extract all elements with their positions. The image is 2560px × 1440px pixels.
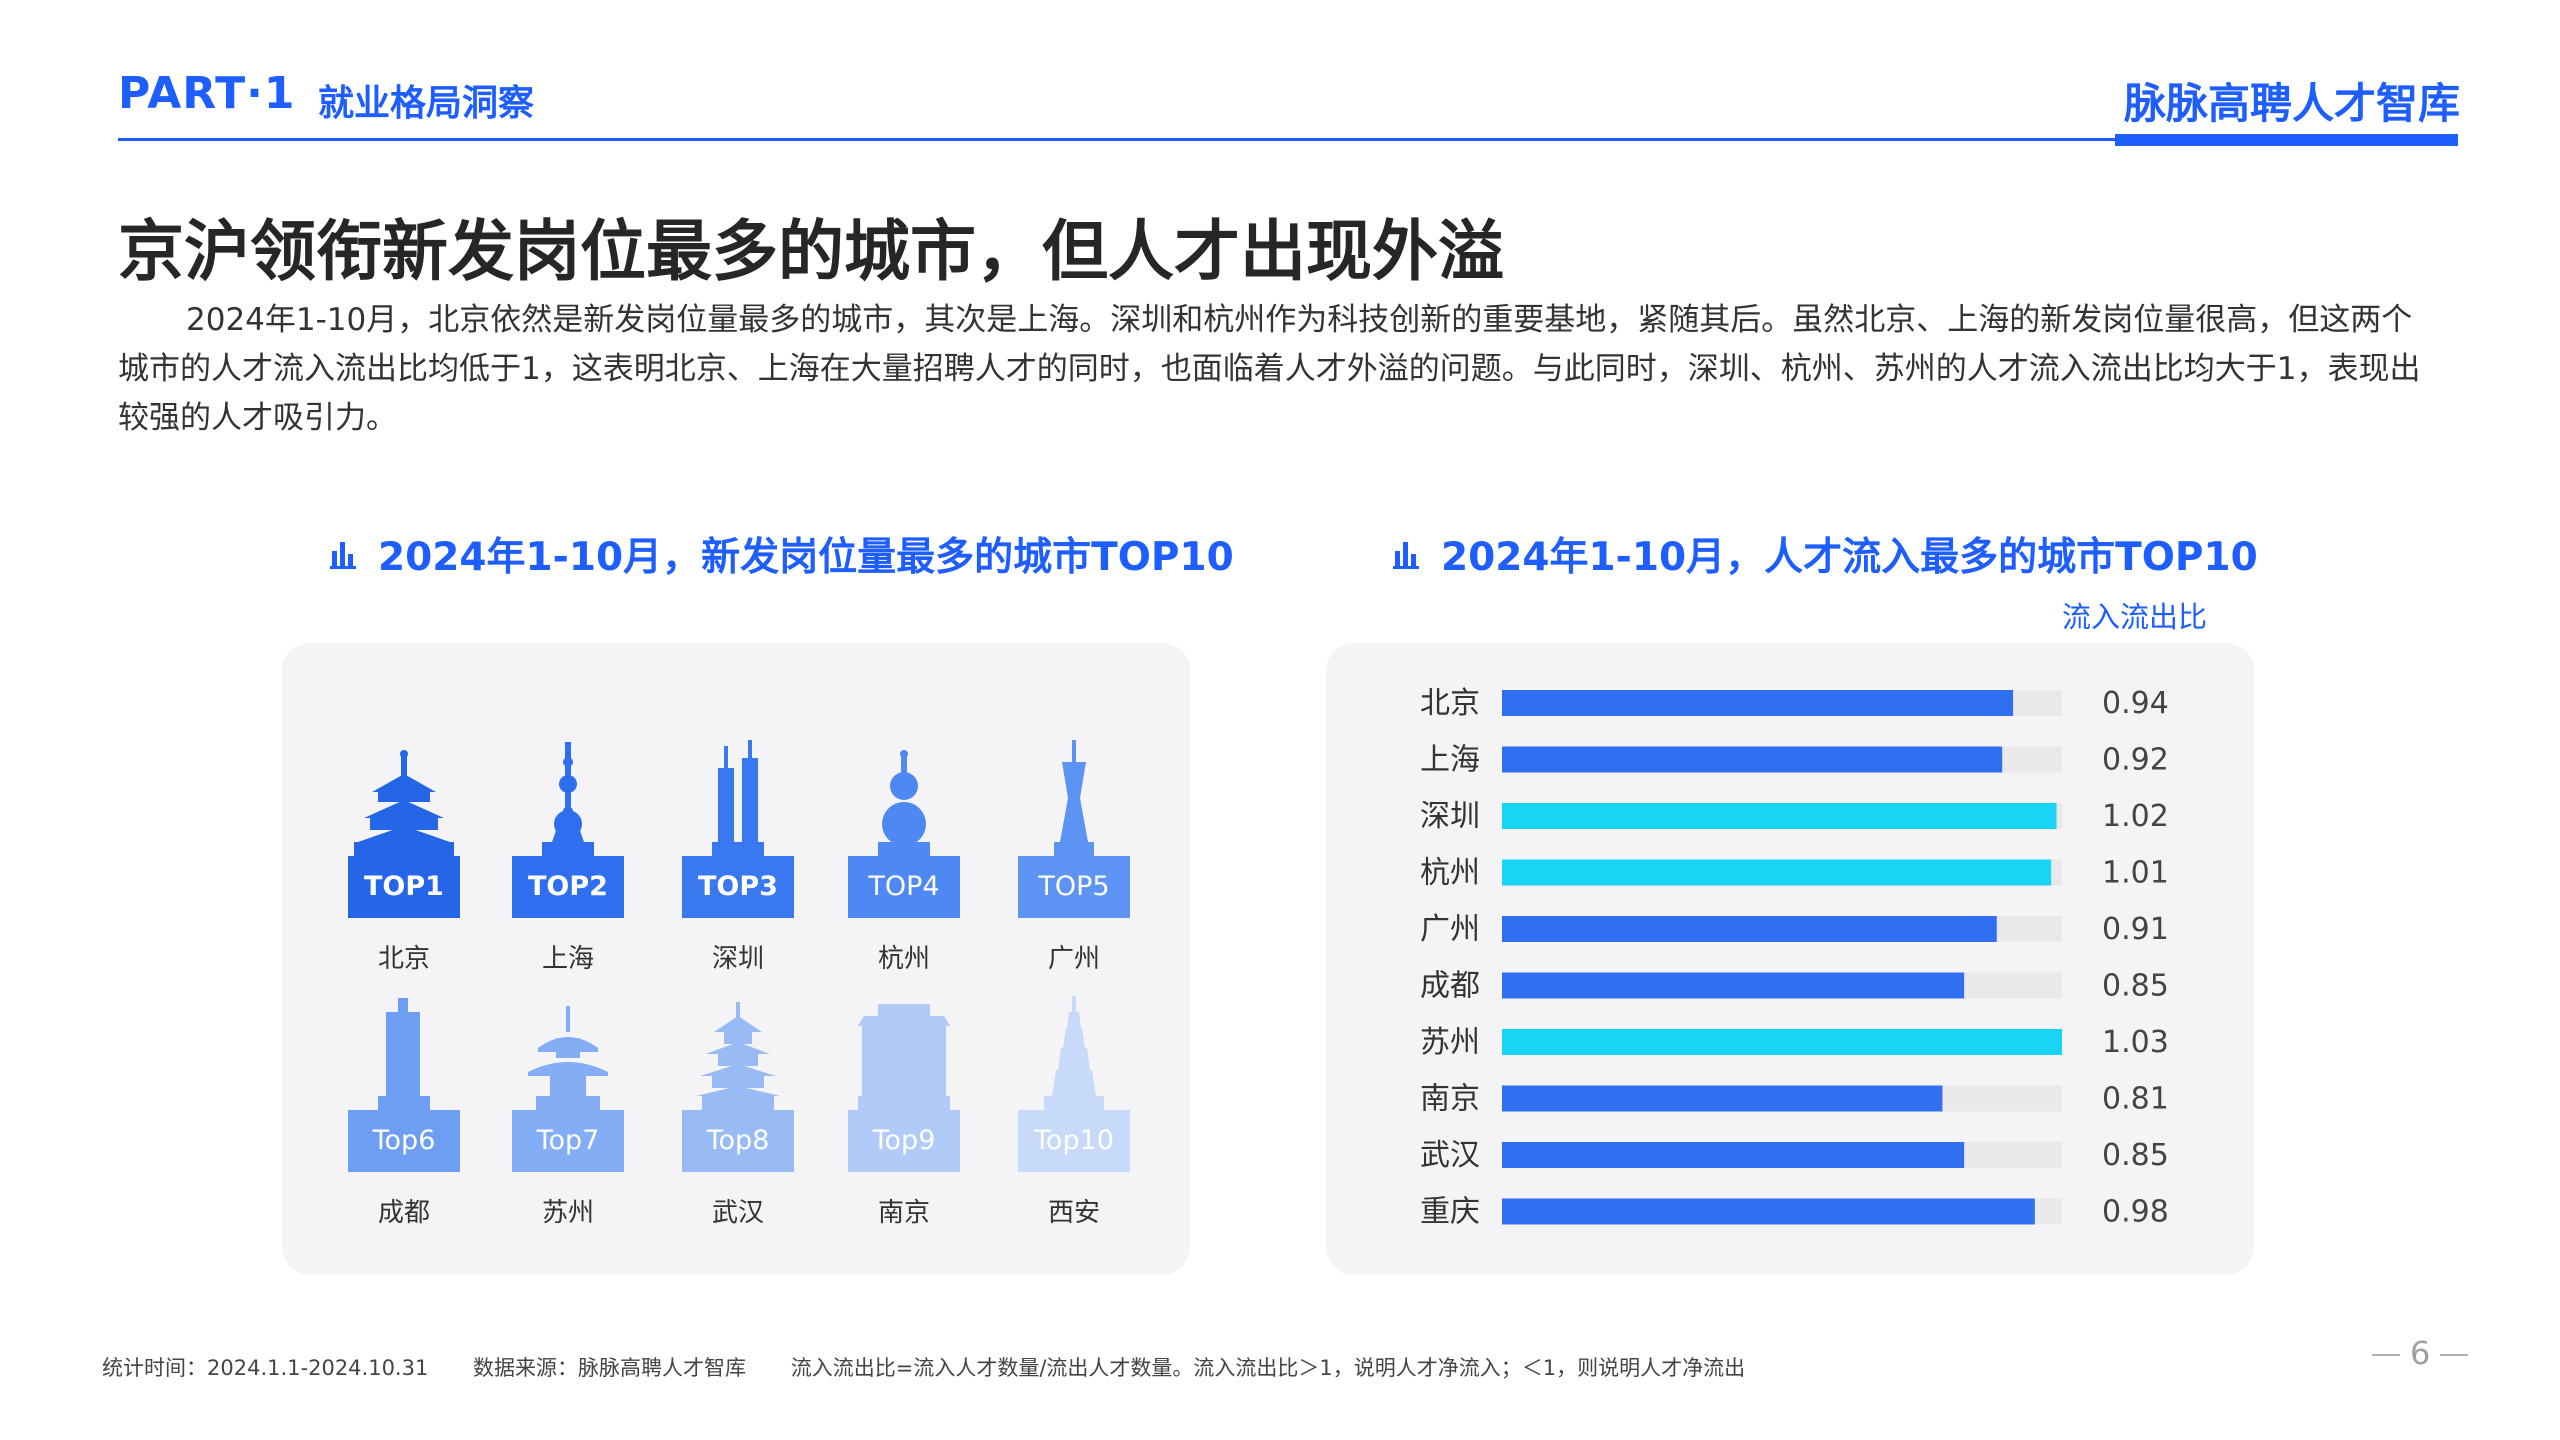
left-chart-title: 2024年1-10月，新发岗位量最多的城市TOP10 <box>330 526 1234 582</box>
city-rank-badge: TOP3 <box>682 856 794 918</box>
bar-9 <box>1502 1142 1965 1168</box>
canton-tower-icon <box>1054 740 1094 858</box>
ratio-axis-label: 流入流出比 <box>2062 600 2208 634</box>
city-card-5: TOP5 广州 <box>1008 738 1158 974</box>
page-number-dash <box>2372 1354 2400 1356</box>
bar-category-label: 苏州 <box>1420 1025 1480 1060</box>
city-rank-badge: TOP2 <box>512 856 624 918</box>
right-chart-title: 2024年1-10月，人才流入最多的城市TOP10 <box>1393 526 2258 582</box>
page-number-text: 6 <box>2410 1334 2431 1372</box>
city-name-label: 杭州 <box>877 944 930 974</box>
city-name-label: 武汉 <box>711 1198 764 1228</box>
bar-6 <box>1502 972 1965 999</box>
bar-category-label: 成都 <box>1420 969 1480 1004</box>
city-card-2: TOP2 上海 <box>502 738 652 974</box>
left-chart-title-text: 2024年1-10月，新发岗位量最多的城市TOP10 <box>378 535 1234 580</box>
city-card-10: Top10 西安 <box>1008 992 1158 1228</box>
city-name-label: 北京 <box>377 944 430 974</box>
bar-value-label: 0.85 <box>2102 969 2169 1004</box>
footer-stat-time: 统计时间：2024.1.1-2024.10.31 <box>102 1356 429 1380</box>
bar-category-label: 深圳 <box>1420 799 1480 834</box>
bar-value-label: 0.92 <box>2102 743 2169 778</box>
bar-7 <box>1502 1029 2062 1055</box>
city-card-6: Top6 成都 <box>338 992 488 1228</box>
part-label: PART·1 <box>118 68 296 119</box>
intro-paragraph: 2024年1-10月，北京依然是新发岗位量最多的城市，其次是上海。深圳和杭州作为… <box>118 296 2438 443</box>
pavilion-icon <box>528 1006 608 1112</box>
city-rank-badge: TOP1 <box>348 856 460 918</box>
city-name-label: 苏州 <box>541 1198 594 1228</box>
wild-goose-pagoda-icon <box>1044 996 1104 1112</box>
city-card-1: TOP1 北京 <box>338 738 488 974</box>
bar-5 <box>1502 916 1997 942</box>
city-name-label: 广州 <box>1047 944 1100 974</box>
bar-chart-icon <box>1393 542 1419 569</box>
city-rank-badge: Top6 <box>348 1110 460 1172</box>
city-card-4: TOP4 杭州 <box>838 738 988 974</box>
bar-value-label: 0.94 <box>2102 686 2169 721</box>
city-rank-badge: Top9 <box>848 1110 960 1172</box>
footer-source: 数据来源：脉脉高聘人才智库 <box>473 1356 747 1380</box>
intro-text: 2024年1-10月，北京依然是新发岗位量最多的城市，其次是上海。深圳和杭州作为… <box>118 302 2421 436</box>
bar-4 <box>1502 859 2052 886</box>
brand-title: 脉脉高聘人才智库 <box>2123 79 2460 128</box>
city-name-label: 深圳 <box>711 944 764 974</box>
pagoda-gourd-icon <box>878 750 930 858</box>
bar-value-label: 1.01 <box>2102 856 2169 891</box>
bar-value-label: 0.98 <box>2102 1195 2169 1230</box>
city-rank-badge: TOP4 <box>848 856 960 918</box>
bar-category-label: 广州 <box>1420 912 1480 947</box>
bar-1 <box>1502 690 2014 716</box>
city-name-label: 西安 <box>1047 1198 1100 1228</box>
bar-value-label: 1.03 <box>2102 1025 2169 1060</box>
bar-value-label: 1.02 <box>2102 799 2169 834</box>
bar-chart-svg: 北京 0.94 上海 0.92 深圳 1.02 杭州 1.01 广州 0.91 成都 0.85 苏州 1.… <box>1420 686 2169 1230</box>
city-rank-badge: Top7 <box>512 1110 624 1172</box>
yellow-crane-tower-icon <box>696 1002 780 1112</box>
city-name-label: 上海 <box>541 944 594 974</box>
city-rank-badge: TOP5 <box>1018 856 1130 918</box>
gate-icon <box>858 1004 950 1112</box>
page-number: 6 <box>2362 1334 2478 1372</box>
oriental-pearl-tower-icon <box>542 742 594 858</box>
bar-category-label: 重庆 <box>1420 1195 1480 1230</box>
bar-category-label: 上海 <box>1420 743 1480 778</box>
temple-of-heaven-icon <box>354 750 454 858</box>
city-card-9: Top9 南京 <box>838 992 988 1228</box>
bar-value-label: 0.85 <box>2102 1138 2169 1173</box>
talent-inflow-bar-chart: 北京 0.94 上海 0.92 深圳 1.02 杭州 1.01 广州 0.91 成都 0.85 苏州 1.… <box>1326 643 2254 1275</box>
bar-8 <box>1502 1085 1943 1112</box>
bar-value-label: 0.91 <box>2102 912 2169 947</box>
bar-2 <box>1502 746 2003 773</box>
bar-category-label: 杭州 <box>1420 856 1480 891</box>
page-title: 京沪领衔新发岗位最多的城市，但人才出现外溢 <box>118 213 1504 290</box>
bar-chart-icon <box>330 542 356 569</box>
bar-value-label: 0.81 <box>2102 1082 2169 1117</box>
city-name-label: 南京 <box>877 1198 930 1228</box>
bar-category-label: 北京 <box>1420 686 1480 721</box>
city-card-8: Top8 武汉 <box>672 992 822 1228</box>
section-title: 就业格局洞察 <box>318 83 535 124</box>
city-name-label: 成都 <box>377 1198 430 1228</box>
city-rank-badge: Top10 <box>1018 1110 1130 1172</box>
footer-notes: 统计时间：2024.1.1-2024.10.31 数据来源：脉脉高聘人才智库 流… <box>102 1352 1783 1382</box>
header-accent-bar <box>2115 134 2458 146</box>
right-chart-title-text: 2024年1-10月，人才流入最多的城市TOP10 <box>1441 535 2258 580</box>
city-card-3: TOP3 深圳 <box>672 738 822 974</box>
city-rank-badge: Top8 <box>682 1110 794 1172</box>
page-number-dash <box>2440 1354 2469 1356</box>
twin-towers-icon <box>712 740 764 858</box>
bar-category-label: 南京 <box>1420 1082 1480 1117</box>
bar-10 <box>1502 1198 2035 1225</box>
header-divider <box>118 138 2458 141</box>
city-card-7: Top7 苏州 <box>502 992 652 1228</box>
footer-note: 流入流出比=流入人才数量/流出人才数量。流入流出比＞1，说明人才净流入；＜1，则… <box>790 1356 1746 1380</box>
bar-category-label: 武汉 <box>1420 1138 1480 1173</box>
skyscraper-icon <box>378 998 430 1112</box>
bar-3 <box>1502 803 2057 829</box>
